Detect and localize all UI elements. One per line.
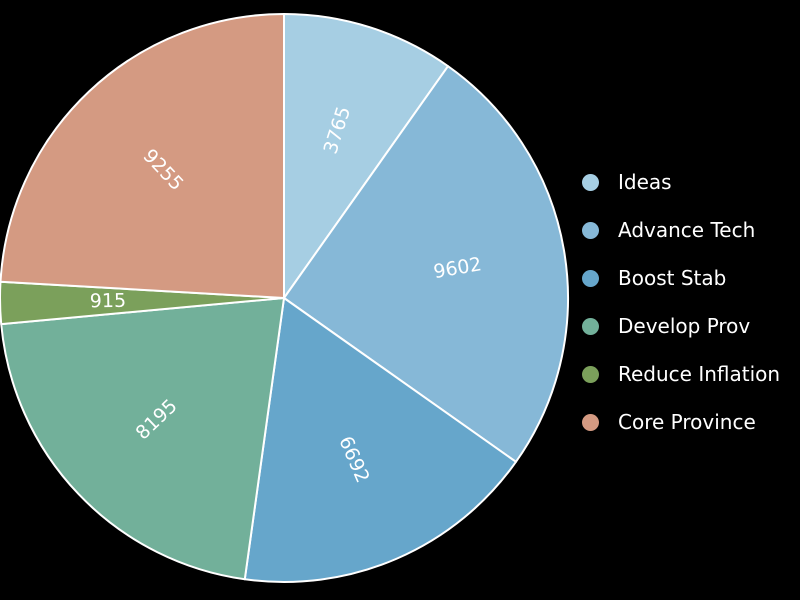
legend-item: Reduce Inflation bbox=[582, 350, 797, 398]
legend-swatch bbox=[582, 317, 599, 335]
pie-slice-advance-tech bbox=[283, 65, 569, 463]
chart-legend: Ideas Advance Tech Boost Stab Develop Prov R… bbox=[582, 158, 797, 446]
legend-swatch bbox=[582, 365, 599, 383]
legend-item: Ideas bbox=[582, 158, 797, 206]
legend-label: Core Province bbox=[618, 410, 756, 434]
legend-item: Core Province bbox=[582, 398, 797, 446]
pie-slice-core-province bbox=[0, 13, 285, 299]
pie-slice-ideas bbox=[283, 13, 450, 299]
pie-slice-develop-prov bbox=[0, 297, 285, 581]
legend-swatch bbox=[582, 269, 599, 287]
legend-label: Advance Tech bbox=[618, 218, 756, 242]
legend-swatch bbox=[582, 413, 599, 431]
legend-label: Ideas bbox=[618, 170, 672, 194]
legend-label: Develop Prov bbox=[618, 314, 751, 338]
legend-label: Boost Stab bbox=[618, 266, 727, 290]
pie-slice-value-label: 915 bbox=[90, 290, 127, 313]
legend-item: Develop Prov bbox=[582, 302, 797, 350]
legend-label: Reduce Inflation bbox=[618, 362, 781, 386]
legend-item: Boost Stab bbox=[582, 254, 797, 302]
legend-item: Advance Tech bbox=[582, 206, 797, 254]
pie-slice-boost-stab bbox=[243, 297, 517, 583]
legend-swatch bbox=[582, 173, 599, 191]
legend-swatch bbox=[582, 221, 599, 239]
